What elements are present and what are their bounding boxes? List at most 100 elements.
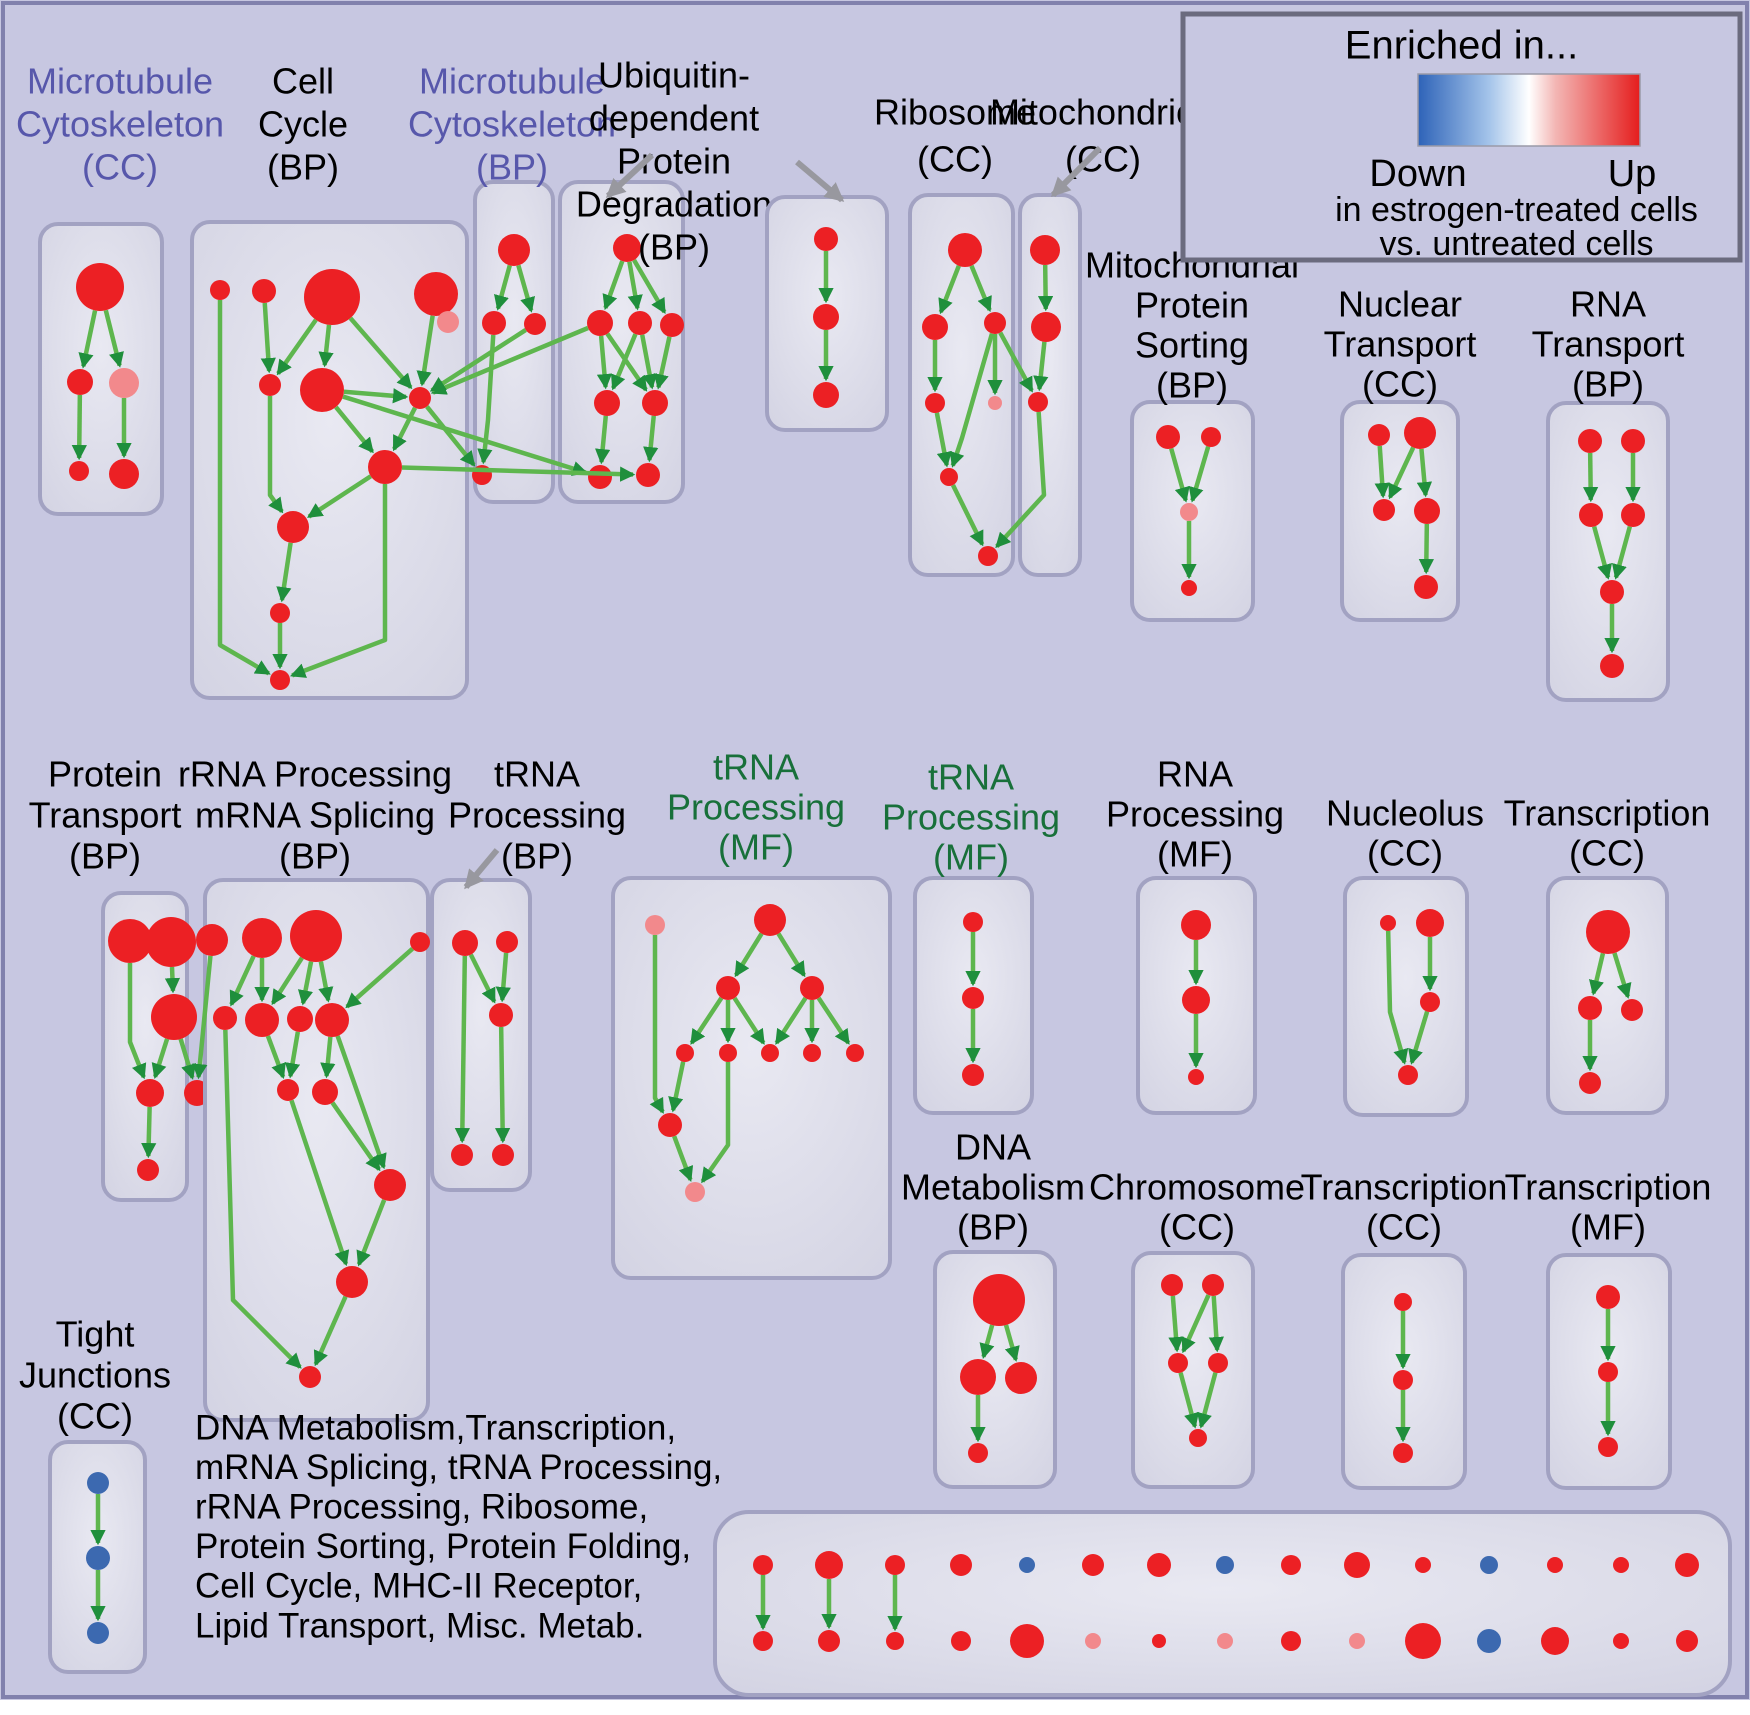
- go-term-node: [277, 511, 309, 543]
- edge-arrow: [1387, 446, 1416, 500]
- edge-arrow: [289, 1099, 350, 1267]
- strip-node-bottom: [1676, 1630, 1698, 1652]
- go-term-node: [336, 1266, 368, 1298]
- cluster-transcription-cc-bottom: Transcription(CC): [1301, 1167, 1507, 1490]
- cluster-box-ribosome-cc: [908, 193, 1015, 577]
- strip-node-top: [1147, 1553, 1171, 1577]
- cluster-ubiquitin-degradation-box-2: [765, 195, 889, 432]
- edge-arrow: [318, 324, 334, 368]
- strip-node-bottom: [886, 1632, 904, 1650]
- go-term-node: [800, 976, 824, 1000]
- go-term-node: [410, 932, 430, 952]
- cluster-box-chromosome-cc: [1131, 1251, 1255, 1489]
- cluster-label-rna-processing-mf: RNA: [1157, 754, 1233, 795]
- cluster-label-transcription-cc-top: Transcription: [1504, 793, 1711, 834]
- go-term-node: [1180, 503, 1198, 521]
- cluster-label-rrna-processing-mrna-splicing-bp: mRNA Splicing: [195, 795, 435, 836]
- misc-category-line: Lipid Transport, Misc. Metab.: [195, 1606, 644, 1645]
- go-term-node: [213, 1006, 237, 1030]
- strip-node-top: [885, 1555, 905, 1575]
- go-term-node: [287, 1006, 313, 1032]
- go-term-node: [628, 311, 652, 335]
- go-term-node: [1394, 1293, 1412, 1311]
- go-term-node: [414, 272, 458, 316]
- strip-node-bottom: [1152, 1634, 1166, 1648]
- go-term-node: [594, 390, 620, 416]
- misc-category-line: Protein Sorting, Protein Folding,: [195, 1527, 691, 1566]
- cluster-label-transcription-cc-top: (CC): [1569, 833, 1645, 874]
- edge-arrow: [950, 484, 985, 547]
- go-term-node: [645, 915, 665, 935]
- cluster-label-mitochondrial-protein-sorting-bp: Sorting: [1135, 325, 1249, 366]
- go-term-node: [290, 910, 342, 962]
- edge-arrow: [477, 334, 496, 465]
- edge-arrow: [1003, 1324, 1020, 1362]
- go-term-node: [69, 461, 89, 481]
- cluster-ribosome-cc: Ribosome (CC): [874, 92, 1036, 577]
- go-term-node: [1189, 1429, 1207, 1447]
- cluster-label-trna-processing-mf-large: (MF): [718, 827, 794, 868]
- edge-arrow: [1589, 952, 1606, 996]
- cluster-transcription-cc-top: Transcription(CC): [1504, 793, 1711, 1115]
- cross-cluster-edge-arrow: [192, 955, 213, 1080]
- cluster-label-nucleolus-cc: (CC): [1367, 833, 1443, 874]
- edge-arrow: [1591, 525, 1613, 580]
- edge-arrow: [632, 258, 667, 315]
- cluster-label-trna-processing-mf-small: Processing: [882, 797, 1060, 838]
- go-term-node: [1621, 503, 1645, 527]
- cluster-label-ubiquitin-dependent-protein-degradation-bp: Ubiquitin-: [598, 55, 750, 96]
- go-term-node: [1579, 1072, 1601, 1094]
- edge-arrow: [602, 260, 625, 311]
- edge-arrow: [276, 318, 318, 376]
- go-term-node: [1393, 1443, 1413, 1463]
- go-term-node: [151, 994, 197, 1040]
- cluster-label-nuclear-transport-cc: Nuclear: [1338, 284, 1462, 325]
- go-term-node: [1380, 915, 1396, 931]
- go-term-node: [660, 313, 684, 337]
- strip-node-bottom: [1477, 1629, 1501, 1653]
- cluster-label-trna-processing-bp: Processing: [448, 795, 626, 836]
- cross-cluster-edge-arrow: [342, 394, 588, 476]
- edge-arrow: [330, 1101, 381, 1172]
- cluster-label-rna-processing-mf: Processing: [1106, 794, 1284, 835]
- edge-arrow: [71, 394, 87, 461]
- go-term-node: [803, 1044, 821, 1062]
- edge-arrow: [653, 336, 672, 390]
- go-term-node: [437, 311, 459, 333]
- cluster-label-microtubule-cytoskeleton-cc: Cytoskeleton: [16, 104, 224, 145]
- legend-gradient-bar: [1417, 73, 1641, 147]
- go-term-node: [1398, 1065, 1418, 1085]
- edge-arrow: [776, 932, 807, 978]
- go-term-node: [761, 1044, 779, 1062]
- cluster-mitochondrion-cc: Mitochondrion(CC): [990, 92, 1216, 577]
- cluster-label-dna-metabolism-bp: (BP): [957, 1207, 1029, 1248]
- cluster-label-rna-transport-bp: RNA: [1570, 284, 1646, 325]
- strip-node-bottom: [1085, 1633, 1101, 1649]
- edge-arrow: [596, 335, 613, 390]
- cluster-chromosome-cc: Chromosome(CC): [1089, 1167, 1305, 1489]
- edge-arrow: [1169, 447, 1190, 503]
- go-term-node: [1600, 654, 1624, 678]
- cluster-label-trna-processing-bp: (BP): [501, 836, 573, 877]
- edge-arrow: [276, 542, 293, 603]
- edge-arrow: [141, 1106, 157, 1159]
- edge-arrow: [1033, 341, 1049, 392]
- edge-arrow: [164, 966, 181, 994]
- edge-arrow: [668, 1061, 686, 1113]
- edge-arrow: [1418, 523, 1435, 575]
- go-term-node: [685, 1182, 705, 1202]
- edge-arrow: [343, 388, 409, 404]
- cluster-label-tight-junctions-cc: Tight: [56, 1314, 135, 1355]
- go-term-node: [304, 269, 360, 325]
- go-term-node: [962, 1064, 984, 1086]
- edge-arrow: [1385, 930, 1409, 1065]
- cluster-label-tight-junctions-cc: Junctions: [19, 1355, 171, 1396]
- go-term-node: [1181, 910, 1211, 940]
- strip-node-bottom: [1010, 1624, 1044, 1658]
- go-term-node: [1414, 575, 1438, 599]
- label-pointer-arrow-ubiquitin-to-right-box: [795, 159, 845, 203]
- misc-category-line: rRNA Processing, Ribosome,: [195, 1487, 648, 1526]
